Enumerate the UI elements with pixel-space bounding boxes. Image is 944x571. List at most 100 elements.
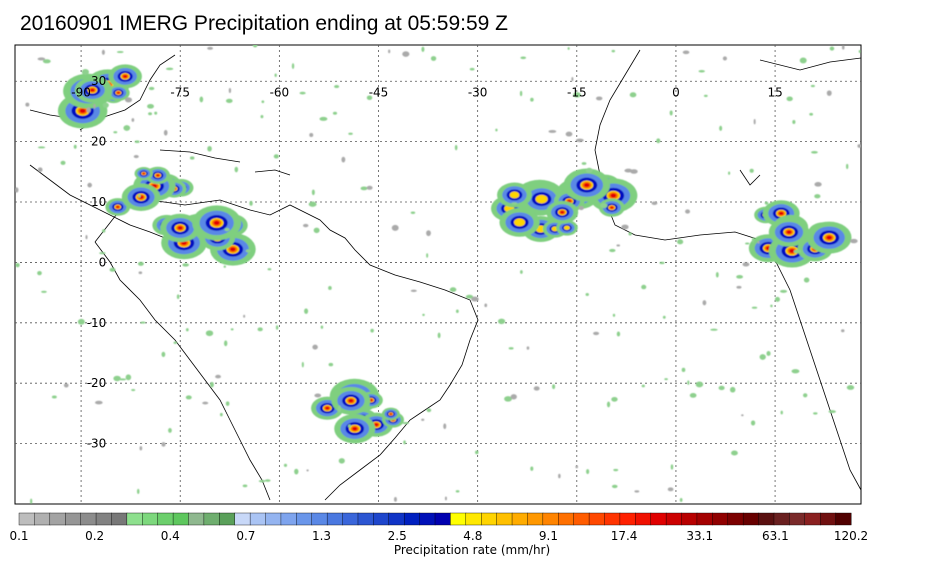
precip-speck	[659, 261, 665, 265]
precip-cell	[90, 88, 95, 92]
colorbar-swatch	[573, 512, 590, 526]
precip-cell	[352, 426, 358, 431]
precip-speck	[530, 466, 534, 471]
precip-speck	[426, 230, 431, 237]
precip-speck	[679, 498, 683, 502]
precip-speck	[651, 201, 658, 206]
precip-speck	[764, 201, 769, 205]
precip-speck	[341, 156, 346, 163]
precip-speck	[93, 103, 96, 109]
precip-speck	[731, 450, 738, 456]
precip-cell	[177, 226, 183, 230]
colorbar-swatch	[326, 512, 344, 526]
coastlines	[29, 49, 861, 501]
colorbar-swatch	[34, 512, 51, 526]
precip-cell	[123, 74, 128, 78]
precip-speck	[813, 412, 818, 415]
precip-speck	[793, 249, 801, 254]
colorbar-swatch	[742, 512, 760, 526]
colorbar-swatch	[265, 512, 282, 526]
precip-speck	[611, 484, 618, 489]
precip-speck	[224, 340, 228, 347]
precip-speck	[718, 385, 725, 391]
precip-speck	[624, 168, 633, 173]
axis-labels: -90 -75 -60 -45 -30 -15 0 15 30 20 10 0 -10 -20 -30	[71, 74, 782, 450]
colorbar-swatch	[142, 512, 159, 526]
colorbar-tick-label: 0.1	[9, 529, 28, 543]
precip-speck	[511, 202, 518, 205]
precip-speck	[662, 315, 666, 319]
precip-cell	[369, 399, 373, 402]
precip-speck	[475, 450, 479, 455]
precip-speck	[113, 375, 121, 382]
precip-speck	[303, 223, 309, 228]
precip-speck	[348, 132, 353, 135]
precip-speck	[770, 304, 773, 308]
colorbar-tick-label: 33.1	[686, 529, 713, 543]
precip-cell	[79, 108, 86, 113]
colorbar-tick-label: 2.5	[388, 529, 407, 543]
precip-speck	[136, 488, 140, 495]
precip-speck	[857, 144, 861, 148]
precip-speck	[484, 303, 488, 308]
precip-speck	[402, 51, 410, 57]
colorbar-swatch	[773, 512, 790, 526]
precip-speck	[273, 154, 279, 159]
precip-speck	[274, 73, 277, 78]
precip-speck	[753, 119, 756, 125]
precip-speck	[810, 84, 815, 88]
precip-speck	[497, 318, 506, 325]
precip-speck	[85, 234, 88, 240]
precip-speck	[669, 110, 673, 116]
colorbar-swatch	[604, 512, 621, 526]
precip-speck	[745, 242, 750, 245]
precip-speck	[243, 314, 246, 318]
precip-speck	[520, 56, 527, 60]
lat-tick-label: -30	[87, 437, 107, 451]
lon-tick-label: 0	[672, 85, 680, 99]
precip-speck	[606, 401, 611, 408]
precip-speck	[530, 97, 534, 102]
colorbar-swatch	[527, 512, 544, 526]
precip-speck	[320, 325, 324, 329]
precip-speck	[611, 396, 618, 402]
precip-speck	[410, 211, 416, 214]
precip-speck	[245, 249, 251, 253]
precip-speck	[573, 92, 581, 98]
precip-speck	[258, 479, 266, 483]
precip-speck	[224, 227, 230, 232]
colorbar-tick-label: 0.2	[85, 529, 104, 543]
precip-speck	[124, 97, 133, 103]
precip-speck	[578, 205, 584, 211]
precip-speck	[581, 162, 587, 165]
lon-tick-label: -30	[468, 85, 488, 99]
precip-cell	[583, 183, 590, 188]
precip-speck	[811, 150, 818, 154]
precip-speck	[219, 412, 223, 417]
precip-speck	[347, 424, 352, 428]
precip-speck	[533, 386, 540, 391]
precip-speck	[230, 328, 234, 331]
precip-speck	[37, 146, 46, 149]
lat-tick-label: 10	[91, 195, 106, 209]
precip-speck	[702, 300, 707, 306]
precip-speck	[249, 200, 253, 206]
colorbar-swatch	[789, 512, 806, 526]
colorbar-swatch	[635, 512, 652, 526]
precip-speck	[803, 277, 810, 283]
lat-tick-label: -10	[87, 316, 107, 330]
precip-speck	[332, 111, 338, 115]
precip-speck	[388, 49, 391, 54]
precip-speck	[139, 446, 143, 451]
colorbar-swatch	[481, 512, 498, 526]
precip-speck	[101, 49, 105, 55]
precip-speck	[449, 287, 457, 292]
precip-speck	[86, 107, 91, 113]
precip-speck	[134, 140, 140, 143]
colorbar-swatch	[65, 512, 82, 526]
precip-speck	[275, 325, 279, 330]
colorbar-swatch	[311, 512, 328, 526]
precip-speck	[113, 131, 118, 134]
gridlines	[15, 45, 861, 504]
precip-speck	[510, 394, 517, 400]
